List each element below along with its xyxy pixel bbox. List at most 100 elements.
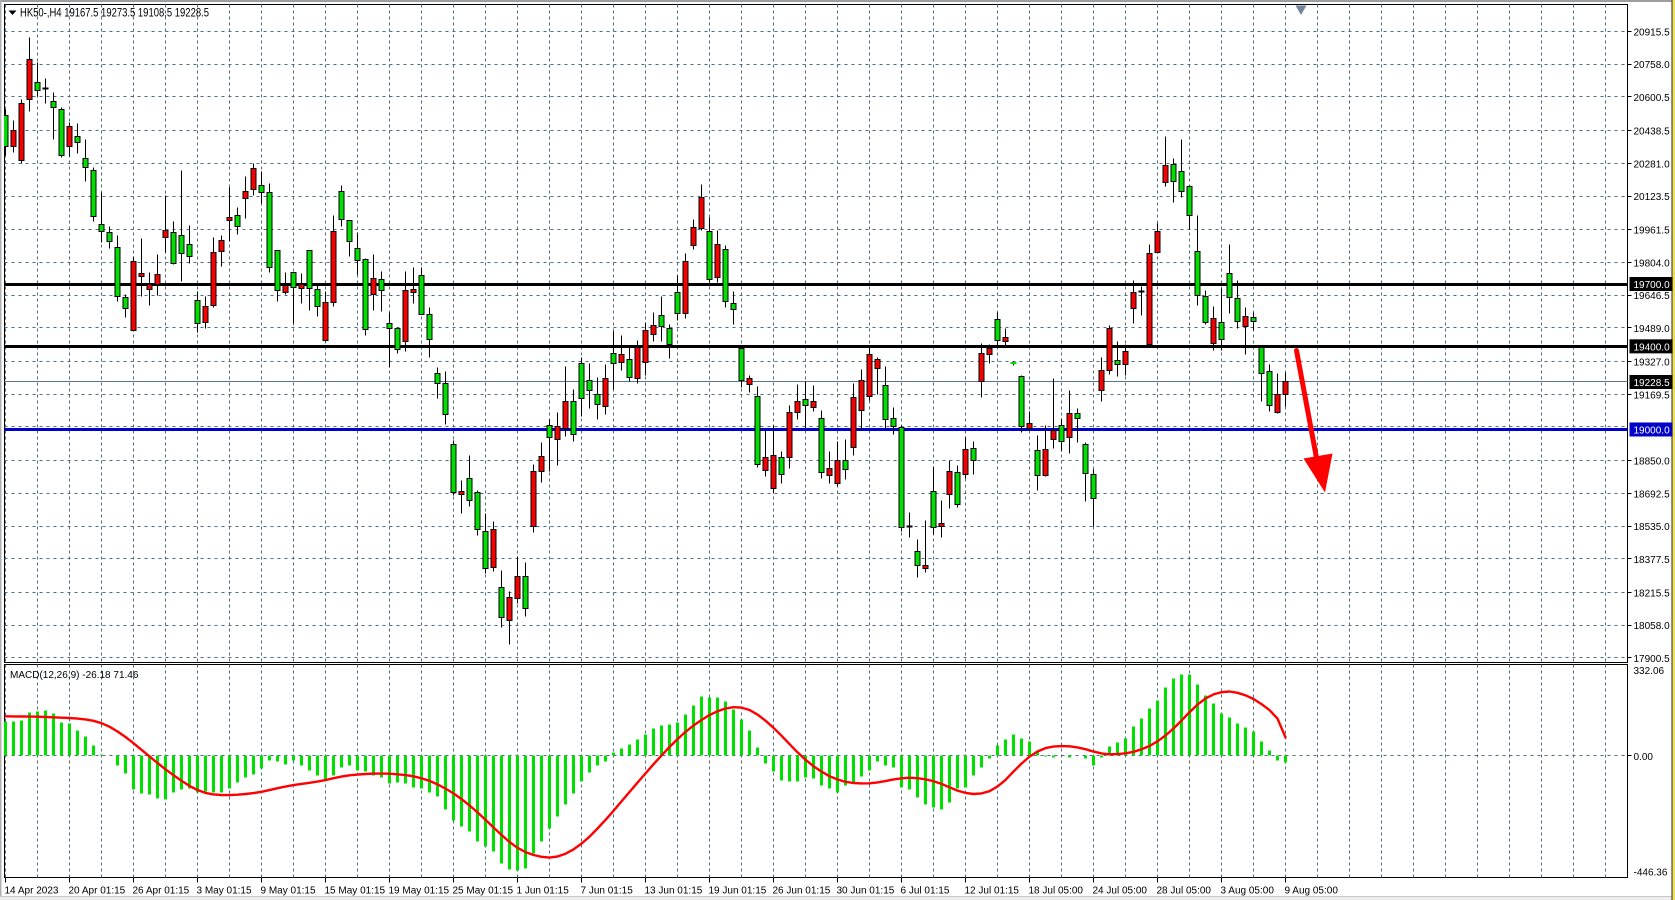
symbol-dropdown-icon[interactable] (8, 10, 17, 16)
candle-body-bear (786, 412, 793, 458)
candle-body-bull (1186, 186, 1193, 216)
candle-body-bear (1242, 316, 1249, 327)
candle-body-bull (898, 427, 905, 528)
candle-body-bear (978, 353, 985, 382)
price-tick-label: 19169.5 (1634, 390, 1671, 401)
candle-body-bull (482, 531, 489, 569)
window-left-edge (0, 0, 2, 900)
candle-body-bear (322, 302, 329, 341)
candle-body-bear (218, 240, 225, 252)
candle-body-bear (874, 359, 881, 369)
candle-body-bear (1162, 165, 1169, 183)
candle-body-bull (74, 136, 81, 143)
candle-body-bear (1146, 253, 1153, 345)
candle-body-bear (826, 468, 833, 476)
trend-arrow-head[interactable] (1303, 453, 1333, 493)
candle-body-bull (842, 460, 849, 470)
candle-body-bull (1202, 296, 1209, 323)
candle-body-bear (18, 103, 25, 161)
time-tick-label: 3 Aug 05:00 (1221, 886, 1275, 897)
candle-body-bear (1026, 423, 1033, 429)
candle-body-bull (442, 383, 449, 415)
candle-body-bull (4, 115, 9, 147)
price-tick-label: 18377.5 (1634, 555, 1671, 566)
candle-body-bear (650, 325, 657, 335)
candle-body-bull (290, 272, 297, 288)
trend-arrow-shaft[interactable] (1294, 348, 1319, 461)
candle-body-bull (90, 170, 97, 217)
candle-body-bull (722, 249, 729, 302)
candle-body-bull (578, 363, 585, 399)
candle-body-bull (730, 303, 737, 310)
candle-body-bull (354, 248, 361, 261)
chart-shift-marker-icon (1295, 5, 1307, 15)
candle-body-bull (1170, 164, 1177, 182)
candle-body-bear (402, 290, 409, 342)
candle-body-bull (426, 314, 433, 340)
candle-body-bull (954, 472, 961, 505)
window-top-edge (0, 0, 1675, 2)
price-tick-label: 19961.5 (1634, 226, 1671, 237)
price-tick-label: 20281.0 (1634, 159, 1671, 170)
candle-body-bear (1282, 381, 1289, 395)
candle-body-bull (98, 224, 105, 232)
candle-body-bull (394, 328, 401, 350)
candle-body-bear (834, 460, 841, 484)
candle-body-bull (930, 491, 937, 528)
candle-body-bull (1082, 444, 1089, 474)
candle-body-bear (146, 284, 153, 290)
price-tick-label: 20600.5 (1634, 93, 1671, 104)
candle-body-bear (858, 380, 865, 411)
candle-body-bear (770, 455, 777, 489)
candle-body-bull (818, 418, 825, 473)
time-tick-label: 25 May 01:15 (453, 886, 514, 897)
candle-body-bull (674, 292, 681, 314)
candle-body-bear (562, 401, 569, 429)
candle-body-bear (1154, 231, 1161, 253)
axes: 20915.5 20758.0 20600.5 20438.5 20281.0 20123… (5, 27, 1673, 897)
price-badge (1629, 422, 1673, 437)
price-badge-label: 19000.0 (1634, 425, 1671, 436)
candle-body-bull (754, 396, 761, 465)
candle-body-bear (618, 354, 625, 363)
candle-body-bull (498, 587, 505, 618)
ohlc-readout: HK50-,H4 19167.5 19273.5 19108.5 19228.5 (20, 8, 209, 20)
candle-body-bear (1130, 292, 1137, 309)
candle-body-bear (1042, 449, 1049, 476)
price-tick-label: 18535.0 (1634, 522, 1671, 533)
candle-body-bull (178, 235, 185, 254)
candle-body-bull (114, 247, 121, 297)
candle-body-bear (1210, 318, 1217, 344)
candle-body-bull (466, 478, 473, 501)
time-tick-label: 15 May 01:15 (325, 886, 386, 897)
candle-body-bull (1226, 273, 1233, 298)
candle-body-bear (242, 191, 249, 199)
time-tick-label: 13 Jun 01:15 (645, 886, 703, 897)
candle-body-bear (162, 230, 169, 238)
price-badge (1629, 374, 1673, 389)
candle-body-bull (170, 232, 177, 264)
time-tick-label: 3 May 01:15 (197, 886, 252, 897)
candle-body-bull (306, 250, 313, 289)
candle-body-bear (530, 471, 537, 527)
candle-body-bear (986, 348, 993, 355)
candle-body-bear (1106, 328, 1113, 371)
window-bottom-edge (0, 896, 1675, 900)
candle-body-bull (594, 394, 601, 405)
candle-body-bull (994, 319, 1001, 341)
price-tick-label: 18058.0 (1634, 621, 1671, 632)
candle-body-bear (514, 576, 521, 599)
candle-body-bear (298, 284, 305, 289)
candle-body-bull (546, 425, 553, 438)
candle-body-bull (802, 399, 809, 406)
candle-body-bull (258, 185, 265, 193)
time-tick-label: 19 Jun 01:15 (709, 886, 767, 897)
candle-body-bull (1250, 317, 1257, 322)
candlestick-series (4, 37, 1289, 645)
time-tick-label: 7 Jun 01:15 (581, 886, 634, 897)
candle-body-bear (410, 289, 417, 293)
candle-body-bear (714, 244, 721, 278)
candle-body-bull (1218, 322, 1225, 340)
right-edge-strip (1672, 0, 1675, 900)
